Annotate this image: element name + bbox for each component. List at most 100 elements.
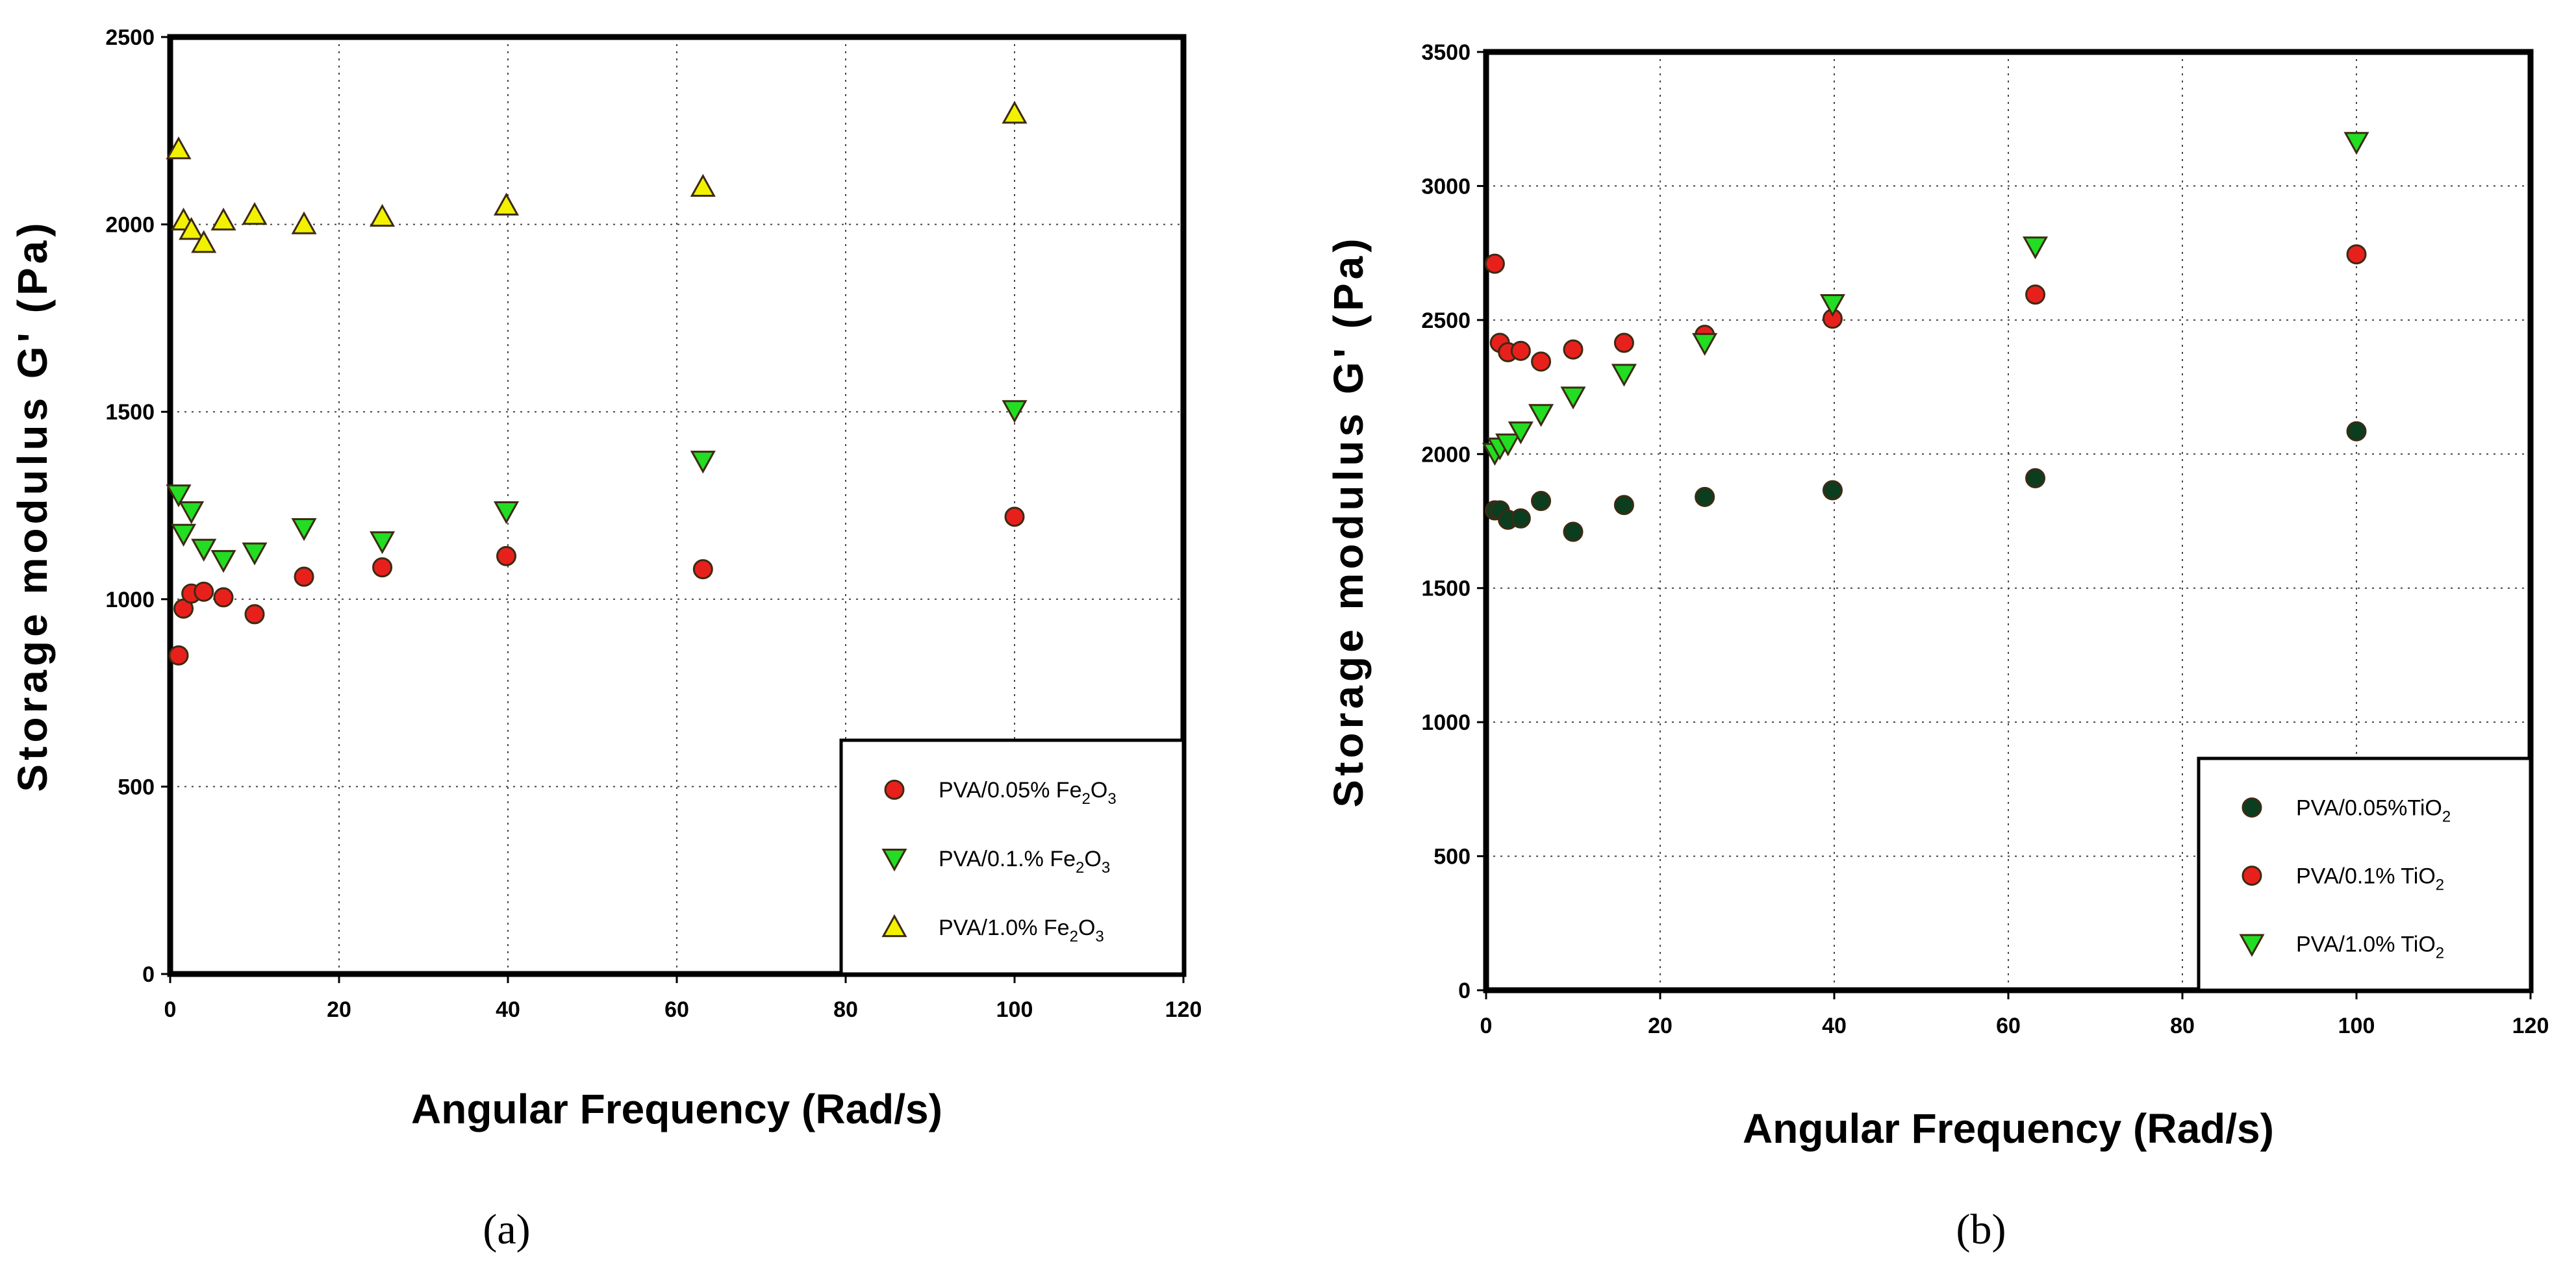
legend: PVA/0.05%TiO2 PVA/0.1% TiO2 PVA/1.0% TiO2	[2197, 756, 2532, 992]
data-point	[1484, 253, 1505, 274]
data-point	[1611, 364, 1637, 387]
data-point	[1531, 491, 1552, 512]
data-point	[1560, 386, 1586, 410]
data-point	[372, 557, 393, 578]
legend-marker	[2241, 797, 2262, 818]
data-point	[210, 207, 236, 231]
data-point	[294, 566, 314, 587]
data-point	[2025, 468, 2046, 488]
data-point	[493, 501, 520, 525]
data-point	[1822, 480, 1843, 501]
data-point	[690, 451, 716, 474]
x-tick-label: 0	[164, 997, 177, 1022]
data-point	[1563, 521, 1584, 542]
x-tick-label: 40	[496, 997, 520, 1022]
data-point	[213, 587, 234, 608]
y-tick-label: 1000	[105, 588, 155, 612]
x-tick-label: 20	[1648, 1014, 1673, 1038]
panel-label-a: (a)	[483, 1206, 530, 1253]
data-point	[1819, 293, 1846, 318]
y-tick-label: 2000	[1421, 442, 1471, 467]
x-tick-label: 60	[1996, 1014, 2021, 1038]
data-point	[166, 136, 192, 160]
data-point	[2025, 284, 2046, 305]
y-tick-label: 500	[118, 775, 155, 799]
data-point	[242, 542, 268, 566]
x-tick-label: 20	[327, 997, 351, 1022]
legend-marker	[2239, 934, 2265, 957]
x-tick-label: 80	[2170, 1014, 2195, 1038]
y-axis-title: Storage modulus G' (Pa)	[9, 219, 56, 792]
series-pva-0-05-fe2o3	[168, 506, 1025, 666]
legend-label: PVA/0.1% TiO2	[2296, 864, 2444, 894]
x-tick-label: 100	[2338, 1014, 2375, 1038]
data-point	[1510, 508, 1531, 529]
data-point	[1695, 486, 1715, 507]
data-point	[191, 538, 217, 562]
legend: PVA/0.05% Fe2O3 PVA/0.1.% Fe2O3 PVA/1.0% F…	[839, 738, 1185, 976]
data-point	[370, 203, 396, 227]
data-point	[242, 202, 268, 225]
data-point	[1613, 495, 1634, 516]
legend-label: PVA/0.05%TiO2	[2296, 796, 2451, 826]
data-point	[1613, 332, 1634, 353]
data-point	[170, 523, 197, 547]
data-point	[2022, 236, 2049, 260]
legend-marker	[884, 779, 905, 800]
y-tick-label: 2500	[1421, 308, 1471, 333]
x-tick-label: 120	[2512, 1014, 2549, 1038]
data-point	[1004, 506, 1025, 527]
data-point	[2346, 244, 2367, 265]
data-point	[166, 484, 192, 508]
x-tick-label: 80	[833, 997, 858, 1022]
data-point	[1495, 433, 1521, 456]
data-point	[244, 604, 265, 625]
series-pva-0-1-fe2o3	[166, 400, 1028, 573]
legend-label: PVA/1.0% Fe2O3	[939, 916, 1104, 945]
legend-marker	[881, 914, 907, 938]
data-point	[493, 192, 520, 216]
series-pva-1-0-fe2o3	[166, 101, 1028, 253]
data-point	[1002, 400, 1028, 423]
y-tick-label: 1500	[1421, 577, 1471, 601]
series-pva-0-1-tio2	[1484, 244, 2367, 372]
x-tick-label: 100	[996, 997, 1033, 1022]
data-point	[1002, 101, 1028, 124]
y-axis-title: Storage modulus G' (Pa)	[1325, 234, 1372, 807]
data-point	[1508, 421, 1534, 445]
legend-marker	[881, 849, 907, 872]
data-point	[1528, 404, 1554, 427]
data-point	[496, 545, 517, 566]
data-point	[210, 550, 236, 573]
series-pva-1-0-tio2	[1482, 132, 2369, 466]
y-tick-label: 3000	[1421, 174, 1471, 199]
data-point	[2343, 132, 2369, 155]
data-point	[1563, 339, 1584, 360]
x-axis-title: Angular Frequency (Rad/s)	[411, 1086, 942, 1132]
x-tick-label: 40	[1822, 1014, 1847, 1038]
y-tick-label: 2500	[105, 25, 155, 50]
legend-label: PVA/0.05% Fe2O3	[939, 778, 1117, 808]
data-point	[690, 173, 716, 197]
y-tick-label: 2000	[105, 213, 155, 238]
data-point	[1510, 340, 1531, 361]
x-tick-label: 60	[664, 997, 689, 1022]
data-point	[370, 531, 396, 555]
data-point	[692, 559, 713, 580]
data-point	[291, 211, 317, 234]
data-point	[291, 518, 317, 542]
x-tick-label: 0	[1480, 1014, 1493, 1038]
data-point	[2346, 421, 2367, 442]
y-tick-label: 0	[142, 962, 155, 987]
data-point	[168, 645, 189, 666]
y-tick-label: 0	[1458, 979, 1471, 1003]
series-pva-0-05-tio2	[1484, 421, 2367, 542]
y-tick-label: 3500	[1421, 40, 1471, 65]
data-point	[194, 581, 214, 602]
chart-panel-b: 0 20 40 60 80 100 120 0 500 1000 1500 2000 2500 3000 3…	[1325, 40, 2549, 1253]
x-tick-label: 120	[1165, 997, 1202, 1022]
legend-label: PVA/1.0% TiO2	[2296, 932, 2444, 962]
data-point	[1531, 351, 1552, 372]
data-point	[1692, 332, 1718, 356]
